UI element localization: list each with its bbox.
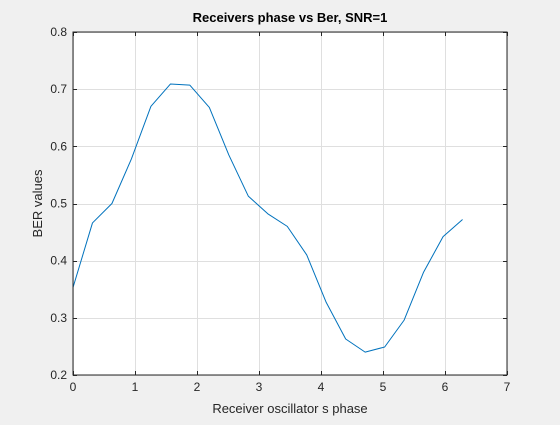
y-tick-label: 0.8 <box>50 25 67 39</box>
plot-area <box>73 32 507 375</box>
grid-lines <box>73 32 508 376</box>
y-tick-labels: 0.2 0.3 0.4 0.5 0.6 0.7 0.8 <box>50 25 67 382</box>
y-axis-label: BER values <box>30 169 45 237</box>
y-tick-label: 0.2 <box>50 368 67 382</box>
x-tick-labels: 0 1 2 3 4 5 6 7 <box>70 380 511 394</box>
y-tick-label: 0.5 <box>50 197 67 211</box>
x-tick-label: 1 <box>132 380 139 394</box>
axes-box <box>72 31 508 376</box>
x-tick-label: 3 <box>256 380 263 394</box>
x-tick-label: 7 <box>504 380 511 394</box>
x-tick-label: 0 <box>70 380 77 394</box>
x-tick-label: 2 <box>194 380 201 394</box>
tick-marks <box>73 32 508 376</box>
y-tick-label: 0.3 <box>50 311 67 325</box>
y-tick-label: 0.6 <box>50 139 67 153</box>
x-axis-label: Receiver oscillator s phase <box>212 401 367 416</box>
series-line <box>72 83 463 353</box>
y-tick-label: 0.7 <box>50 82 67 96</box>
series-layer <box>72 83 463 353</box>
y-tick-label: 0.4 <box>50 254 67 268</box>
x-tick-label: 4 <box>318 380 325 394</box>
x-tick-label: 5 <box>380 380 387 394</box>
x-tick-label: 6 <box>442 380 449 394</box>
chart-title: Receivers phase vs Ber, SNR=1 <box>193 10 388 25</box>
